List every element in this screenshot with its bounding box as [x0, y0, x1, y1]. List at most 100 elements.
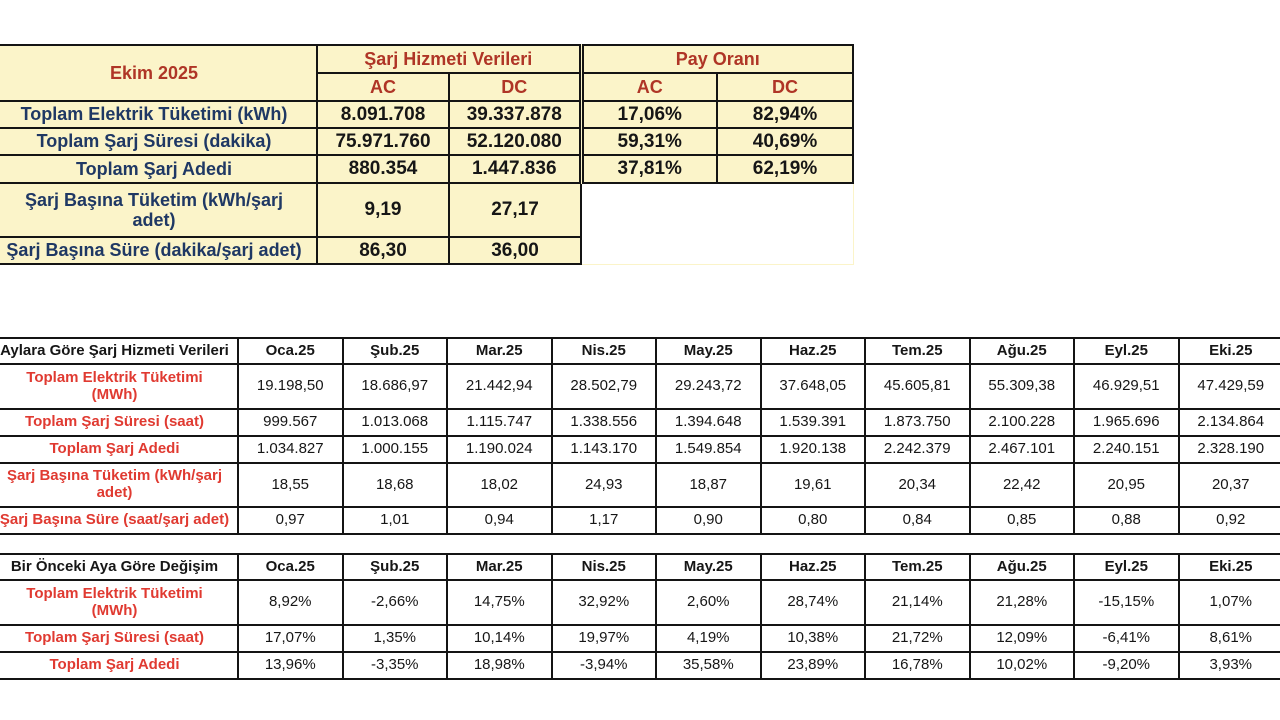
data-cell: 18.686,97 — [341, 363, 448, 410]
table-row: Toplam Şarj Adedi 13,96% -3,35% 18,98% -3,94… — [0, 651, 1280, 680]
month-header: Ağu.25 — [968, 553, 1075, 581]
data-cell: 2.134.864 — [1177, 408, 1280, 437]
table-row: Toplam Elektrik Tüketimi (kWh) 8.091.708 3… — [0, 100, 855, 129]
data-cell: 1.338.556 — [550, 408, 657, 437]
data-cell: 18,98% — [446, 651, 553, 680]
data-cell: 16,78% — [864, 651, 971, 680]
header-row: Bir Önceki Aya Göre Değişim Oca.25 Şub.25 M… — [0, 553, 1280, 581]
october-2025-summary-table: Ekim 2025 Şarj Hizmeti Verileri Pay Oranı A… — [0, 44, 855, 265]
table-row: Toplam Şarj Adedi 880.354 1.447.836 37,81% 6… — [0, 154, 855, 184]
data-cell: 36,00 — [448, 236, 582, 265]
data-cell: 2.328.190 — [1177, 435, 1280, 464]
data-cell: 8,61% — [1177, 624, 1280, 653]
data-cell: 10,38% — [759, 624, 866, 653]
data-cell: 2.242.379 — [864, 435, 971, 464]
data-cell: 1.965.696 — [1073, 408, 1180, 437]
row-label: Şarj Başına Tüketim (kWh/şarj adet) — [0, 462, 239, 508]
table-row: Şarj Başına Süre (saat/şarj adet) 0,97 1,0… — [0, 506, 1280, 535]
data-cell: -6,41% — [1073, 624, 1180, 653]
data-cell: 45.605,81 — [864, 363, 971, 410]
data-cell: 1.394.648 — [655, 408, 762, 437]
data-cell: 0,84 — [864, 506, 971, 535]
month-header: Oca.25 — [237, 337, 344, 365]
month-header: Ağu.25 — [968, 337, 1075, 365]
row-label: Toplam Elektrik Tüketimi (kWh) — [0, 100, 318, 129]
data-cell: 2.100.228 — [968, 408, 1075, 437]
data-cell: 23,89% — [759, 651, 866, 680]
row-label: Toplam Elektrik Tüketimi (MWh) — [0, 579, 239, 626]
data-cell: 1.000.155 — [341, 435, 448, 464]
data-cell: -2,66% — [341, 579, 448, 626]
row-label: Toplam Şarj Adedi — [0, 435, 239, 464]
row-label: Toplam Şarj Süresi (saat) — [0, 624, 239, 653]
data-cell: 1.920.138 — [759, 435, 866, 464]
data-cell: 0,90 — [655, 506, 762, 535]
data-cell: 8,92% — [237, 579, 344, 626]
data-cell: 52.120.080 — [448, 127, 582, 156]
data-cell: 2.240.151 — [1073, 435, 1180, 464]
monthly-charging-data-table: Aylara Göre Şarj Hizmeti Verileri Oca.25 Ş… — [0, 337, 1280, 535]
data-cell: 18,02 — [446, 462, 553, 508]
data-cell: 21,28% — [968, 579, 1075, 626]
data-cell: 2.467.101 — [968, 435, 1075, 464]
data-cell: 0,80 — [759, 506, 866, 535]
data-cell: 37.648,05 — [759, 363, 866, 410]
data-cell: 35,58% — [655, 651, 762, 680]
data-cell: 21,72% — [864, 624, 971, 653]
table-row: Toplam Şarj Adedi 1.034.827 1.000.155 1.190… — [0, 435, 1280, 464]
data-cell: 12,09% — [968, 624, 1075, 653]
table-row: Şarj Başına Süre (dakika/şarj adet) 86,30… — [0, 236, 854, 265]
data-cell: 27,17 — [448, 182, 582, 238]
month-header: Mar.25 — [446, 337, 553, 365]
data-cell: 1.549.854 — [655, 435, 762, 464]
data-cell: 1.190.024 — [446, 435, 553, 464]
column-header: AC — [578, 72, 718, 102]
month-header: Şub.25 — [341, 553, 448, 581]
data-cell: 75.971.760 — [316, 127, 450, 156]
data-cell: 10,14% — [446, 624, 553, 653]
data-cell: 40,69% — [715, 127, 855, 156]
empty-cell — [581, 183, 854, 237]
data-cell: 0,97 — [237, 506, 344, 535]
month-over-month-change-table: Bir Önceki Aya Göre Değişim Oca.25 Şub.25 M… — [0, 553, 1280, 680]
row-label: Toplam Şarj Adedi — [0, 651, 239, 680]
data-cell: 20,34 — [864, 462, 971, 508]
data-cell: 22,42 — [968, 462, 1075, 508]
data-cell: 13,96% — [237, 651, 344, 680]
month-header: Eki.25 — [1177, 553, 1280, 581]
data-cell: 82,94% — [715, 100, 855, 129]
data-cell: 21.442,94 — [446, 363, 553, 410]
data-cell: 1.873.750 — [864, 408, 971, 437]
data-cell: 10,02% — [968, 651, 1075, 680]
table-row: Toplam Şarj Süresi (dakika) 75.971.760 52.… — [0, 127, 855, 156]
data-cell: 20,95 — [1073, 462, 1180, 508]
data-cell: 1.034.827 — [237, 435, 344, 464]
table-row: Toplam Şarj Süresi (saat) 999.567 1.013.06… — [0, 408, 1280, 437]
data-cell: 28,74% — [759, 579, 866, 626]
table-row: Şarj Başına Tüketim (kWh/şarj adet) 18,55… — [0, 462, 1280, 508]
data-cell: 39.337.878 — [448, 100, 582, 129]
data-cell: 47.429,59 — [1177, 363, 1280, 410]
row-label: Toplam Şarj Süresi (dakika) — [0, 127, 318, 156]
table-row: Toplam Elektrik Tüketimi (MWh) 8,92% -2,66… — [0, 579, 1280, 626]
table-title: Aylara Göre Şarj Hizmeti Verileri — [0, 337, 239, 365]
data-cell: -9,20% — [1073, 651, 1180, 680]
data-cell: 1,17 — [550, 506, 657, 535]
header-row: Aylara Göre Şarj Hizmeti Verileri Oca.25 Ş… — [0, 337, 1280, 365]
data-cell: 20,37 — [1177, 462, 1280, 508]
data-cell: -3,94% — [550, 651, 657, 680]
data-cell: 59,31% — [578, 127, 718, 156]
month-header: Haz.25 — [759, 553, 866, 581]
data-cell: 999.567 — [237, 408, 344, 437]
data-cell: 19,61 — [759, 462, 866, 508]
table-row: Toplam Elektrik Tüketimi (MWh) 19.198,50 1… — [0, 363, 1280, 410]
data-cell: 1,35% — [341, 624, 448, 653]
data-cell: 1.143.170 — [550, 435, 657, 464]
data-cell: 21,14% — [864, 579, 971, 626]
column-header: DC — [715, 72, 855, 102]
data-cell: 19,97% — [550, 624, 657, 653]
empty-cell — [581, 237, 854, 264]
data-cell: 18,68 — [341, 462, 448, 508]
data-cell: 880.354 — [316, 154, 450, 184]
data-cell: 19.198,50 — [237, 363, 344, 410]
